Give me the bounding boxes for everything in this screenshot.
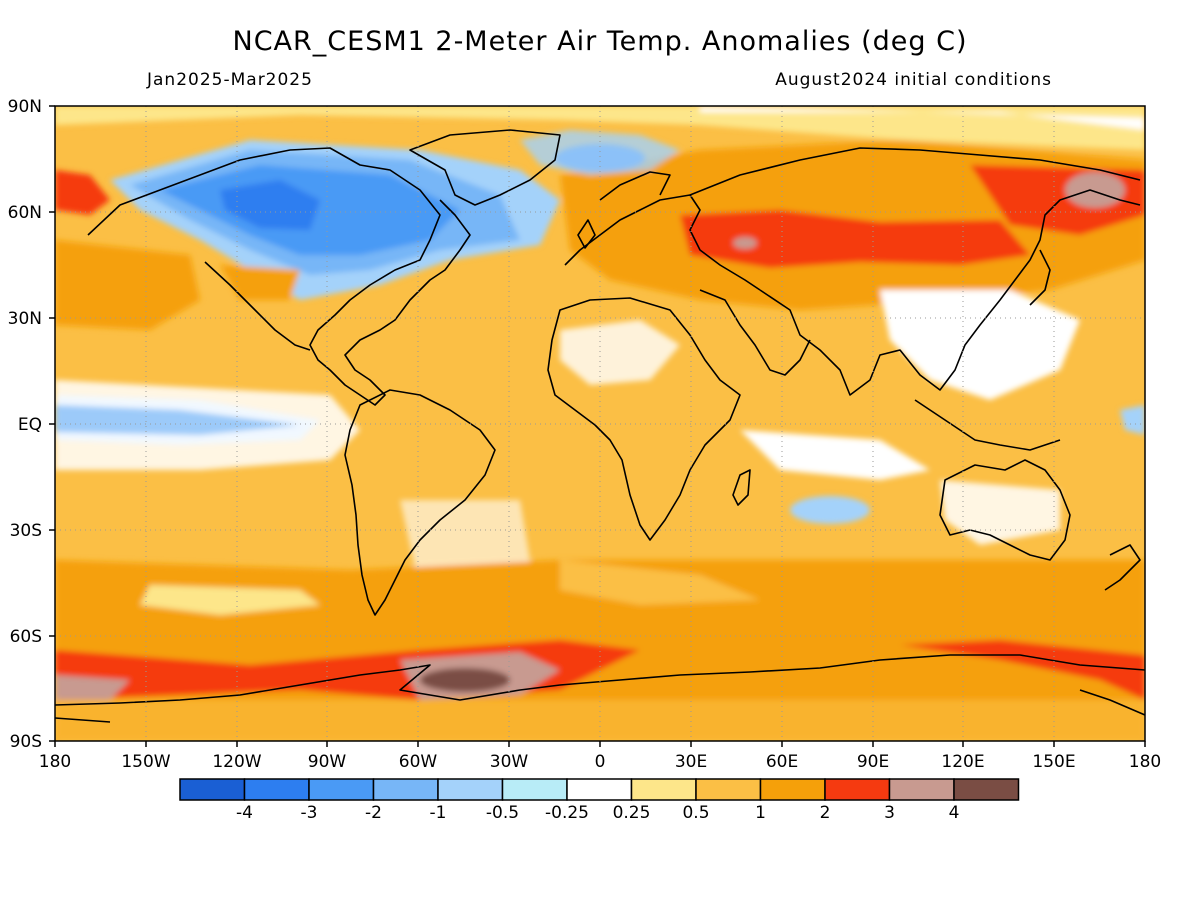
axis-ticks [49, 105, 1146, 747]
legend-label: -2 [365, 803, 382, 823]
lon-label: 180 [39, 752, 71, 772]
legend-label: 2 [820, 803, 831, 823]
grid-lines [55, 106, 1145, 741]
legend-swatch [953, 778, 1020, 801]
legend-swatch [243, 778, 310, 801]
lon-label: 30E [675, 752, 707, 772]
lon-label: 150E [1032, 752, 1075, 772]
legend-swatch [566, 778, 633, 801]
lon-label: 180 [1129, 752, 1161, 772]
legend-label: -0.5 [486, 803, 519, 823]
lon-label: 120E [941, 752, 984, 772]
legend-swatch [630, 778, 697, 801]
legend-swatch [695, 778, 762, 801]
coastlines [55, 129, 1145, 723]
legend-label: -1 [430, 803, 447, 823]
lon-label: 150W [121, 752, 170, 772]
legend-swatch [179, 778, 246, 801]
lon-label: 30W [490, 752, 529, 772]
legend-swatch [437, 778, 504, 801]
forecast-period: Jan2025-Mar2025 [147, 70, 313, 90]
legend-label: 0.5 [682, 803, 709, 823]
lon-label: 60W [399, 752, 438, 772]
lat-label: 30N [8, 309, 42, 329]
legend-swatch [759, 778, 826, 801]
lon-label: 90E [857, 752, 889, 772]
legend-label: -4 [236, 803, 253, 823]
lat-label: EQ [18, 415, 42, 435]
longitude-labels: 180 150W 120W 90W 60W 30W 0 30E 60E 90E … [39, 752, 1161, 772]
legend-label: -3 [301, 803, 318, 823]
legend-swatch [501, 778, 568, 801]
lat-label: 90S [10, 732, 42, 752]
lon-label: 60E [766, 752, 798, 772]
legend-label: 4 [949, 803, 960, 823]
legend-swatch [888, 778, 955, 801]
lon-label: 90W [308, 752, 347, 772]
lat-label: 60N [8, 203, 42, 223]
legend-swatch [308, 778, 375, 801]
lat-label: 30S [10, 521, 42, 541]
initial-conditions-label: August2024 initial conditions [775, 70, 1052, 90]
legend-label: 3 [884, 803, 895, 823]
legend-label: 0.25 [613, 803, 651, 823]
legend-label: -0.25 [545, 803, 589, 823]
lat-label: 60S [10, 627, 42, 647]
lon-label: 120W [212, 752, 261, 772]
legend-swatch [372, 778, 439, 801]
color-legend: -4 -3 -2 -1 -0.5 -0.25 0.25 0.5 1 2 3 4 [179, 778, 1020, 823]
legend-label: 1 [755, 803, 766, 823]
lon-label: 0 [595, 752, 606, 772]
latitude-labels: 90N 60N 30N EQ 30S 60S 90S [8, 97, 42, 752]
legend-swatch [824, 778, 891, 801]
lat-label: 90N [8, 97, 42, 117]
map-title: NCAR_CESM1 2-Meter Air Temp. Anomalies (… [232, 26, 968, 57]
